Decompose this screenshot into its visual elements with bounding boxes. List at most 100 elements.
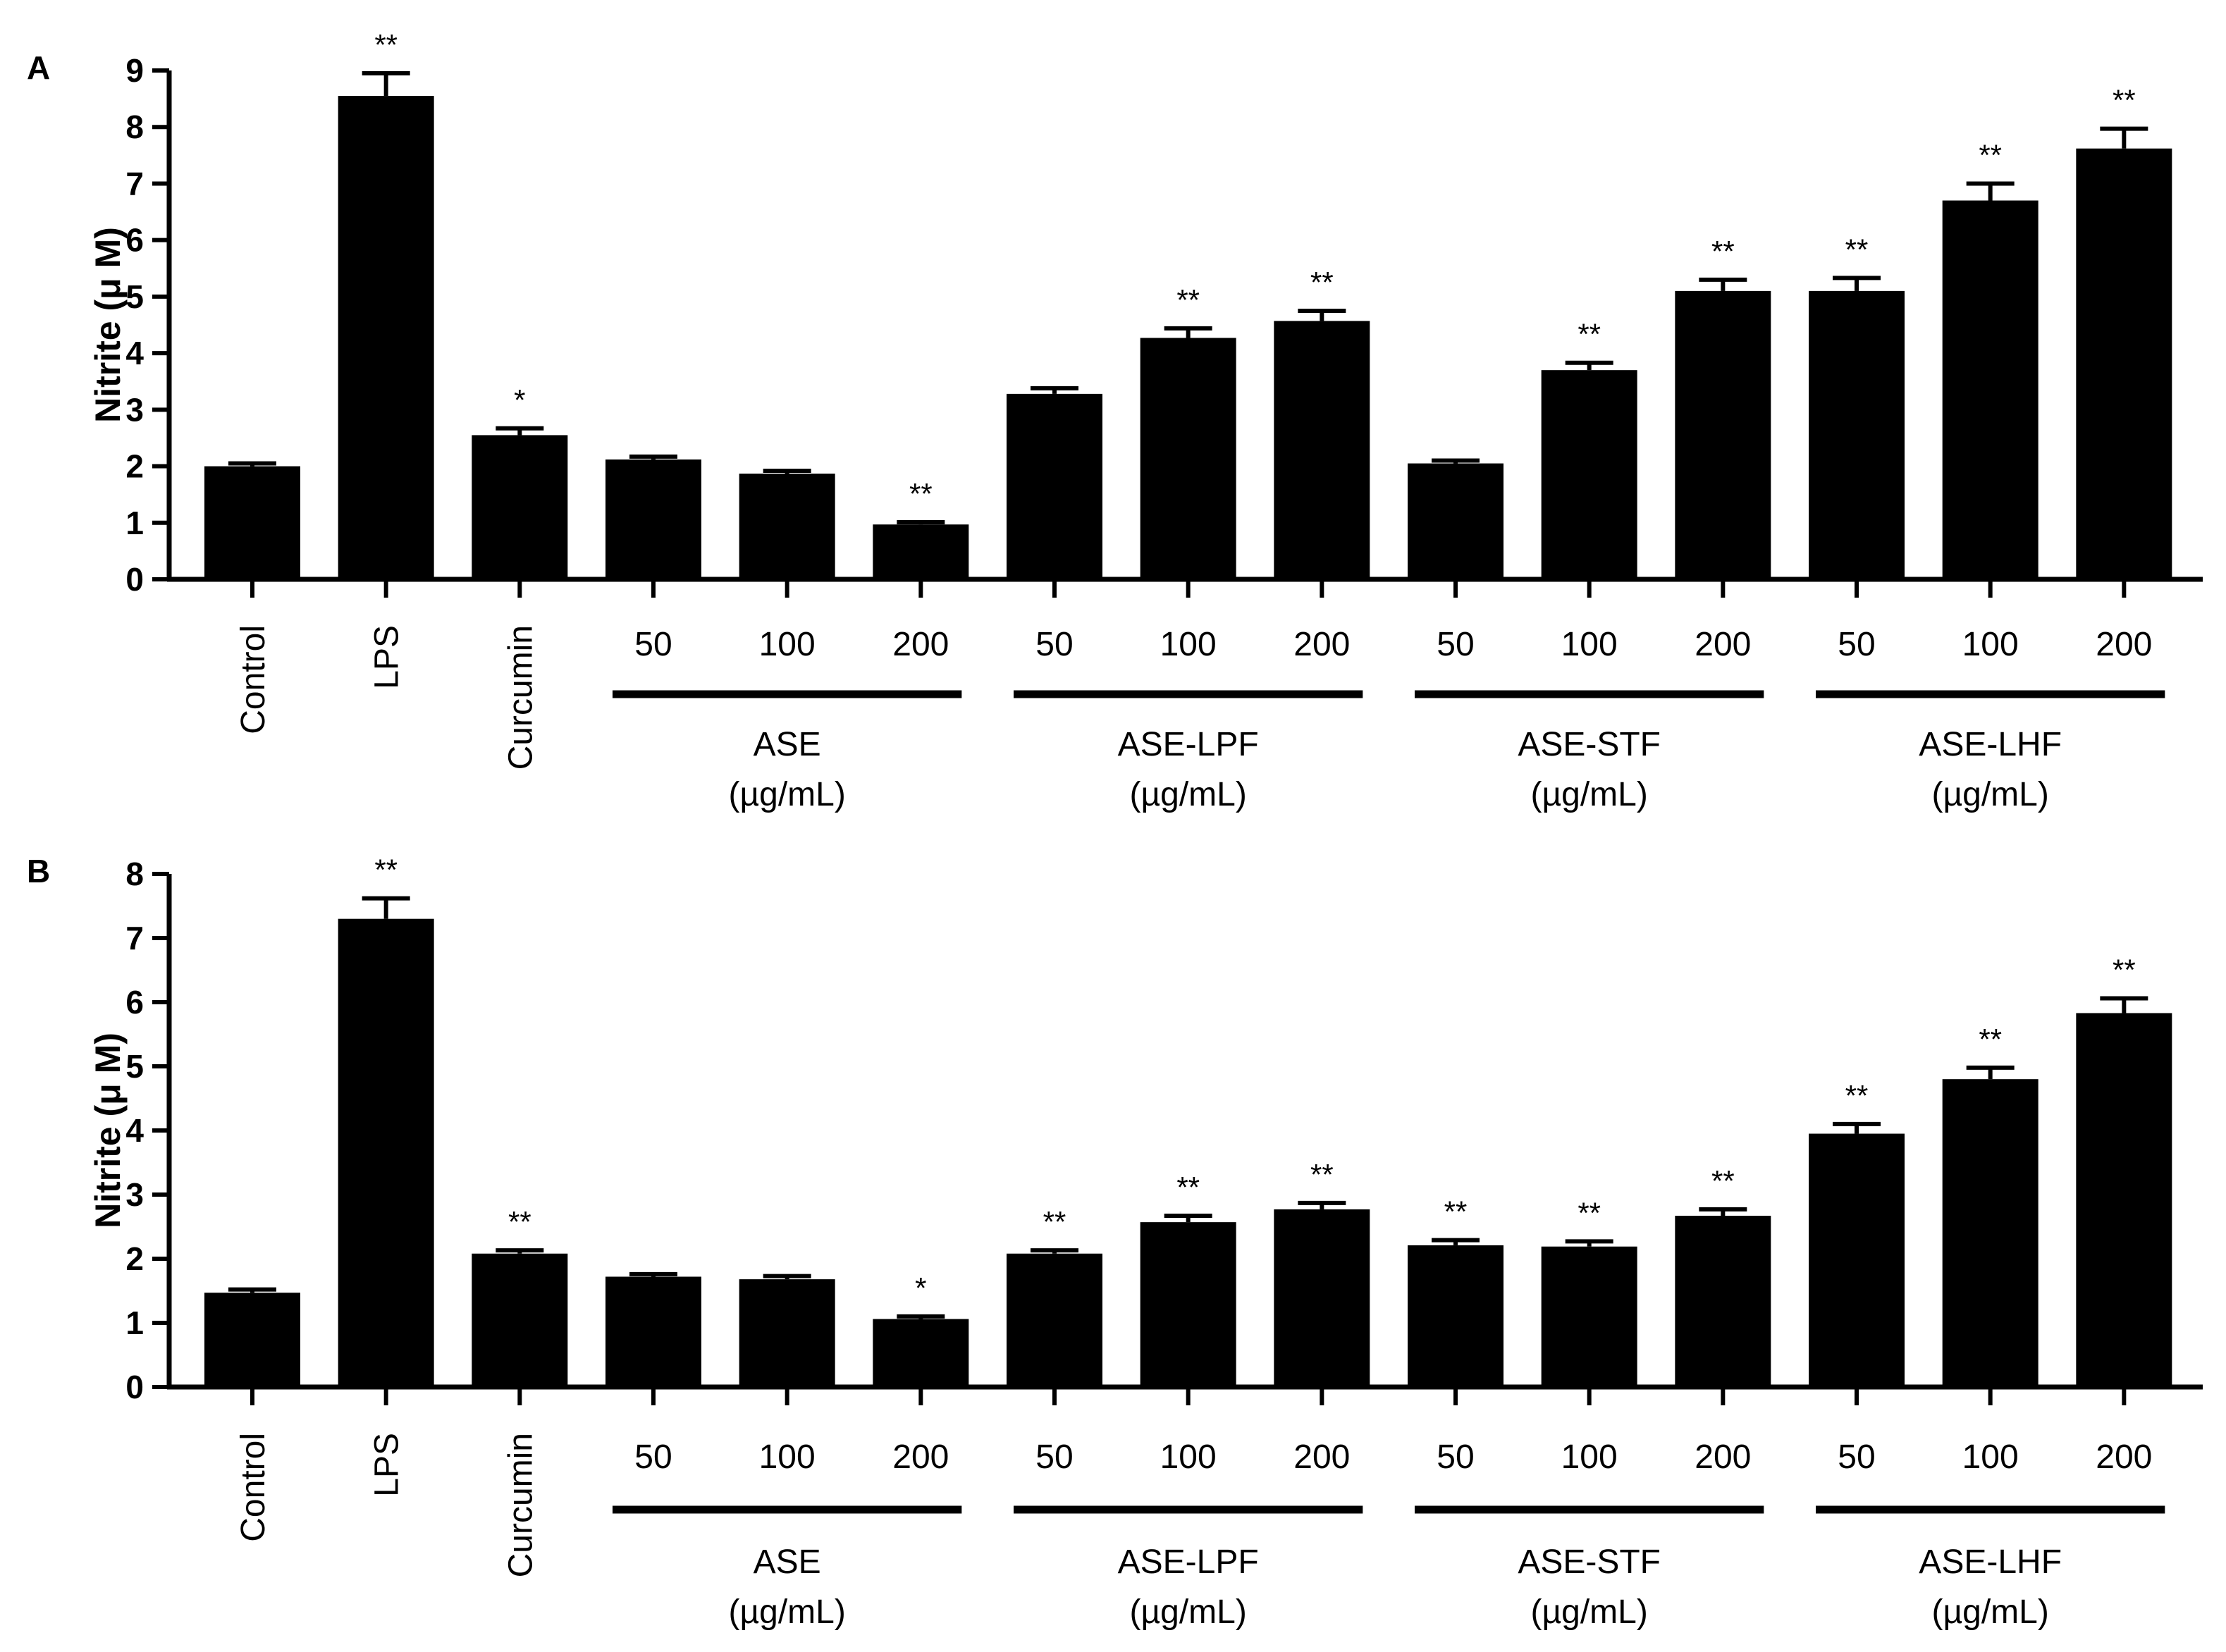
dose-label: 100	[1962, 1438, 2019, 1476]
significance-label: **	[909, 477, 933, 510]
category-label: Curcumin	[502, 625, 539, 770]
bar	[1541, 370, 1637, 579]
y-tick-label: 1	[125, 505, 144, 541]
bar	[338, 918, 434, 1387]
y-tick-label: 3	[125, 1176, 144, 1213]
bar	[1274, 321, 1370, 579]
bar	[1942, 200, 2039, 579]
significance-label: **	[1578, 318, 1601, 351]
dose-label: 100	[759, 1438, 816, 1476]
bar	[873, 1319, 969, 1387]
y-tick-label: 7	[125, 165, 144, 202]
category-label: LPS	[369, 625, 406, 689]
y-tick-label: 2	[125, 1240, 144, 1277]
dose-label: 50	[634, 1438, 672, 1476]
bar	[472, 1253, 568, 1387]
bar	[605, 459, 701, 579]
significance-label: **	[1310, 1158, 1334, 1191]
significance-label: *	[514, 383, 525, 417]
bar	[605, 1276, 701, 1387]
significance-label: **	[1711, 1164, 1735, 1197]
group-unit: (µg/mL)	[1931, 1594, 2048, 1631]
chart-panel-b: B 0 1 2 3 4 5 6 7 8 Nitrite (μ M) Control ** LPS ** Cur…	[27, 853, 2203, 1631]
bar	[1809, 1133, 1905, 1387]
chart-panel-a: A 0 1 2 3 4 5 6 7 8 9 Nitrite (μ M) Control ** LPS * Cur…	[27, 28, 2203, 813]
y-tick-label: 8	[125, 109, 144, 145]
significance-label: **	[1711, 235, 1735, 268]
group-unit: (µg/mL)	[1530, 776, 1647, 813]
bar	[873, 524, 969, 579]
significance-label: **	[2113, 84, 2136, 117]
significance-label: **	[374, 853, 398, 887]
significance-label: **	[1043, 1205, 1066, 1238]
significance-label: **	[1176, 283, 1200, 316]
dose-label: 50	[1838, 1438, 1875, 1476]
dose-label: 100	[1160, 626, 1217, 663]
dose-label: 200	[1695, 1438, 1751, 1476]
significance-label: **	[1176, 1171, 1200, 1204]
significance-label: **	[1979, 138, 2002, 171]
y-tick-label: 8	[125, 856, 144, 892]
dose-label: 200	[2096, 626, 2152, 663]
significance-label: **	[2113, 954, 2136, 987]
group-name: ASE-LPF	[1118, 726, 1259, 763]
significance-label: **	[1845, 233, 1869, 266]
group-name: ASE-LPF	[1118, 1543, 1259, 1581]
group-unit: (µg/mL)	[1530, 1594, 1647, 1631]
panel-label: B	[27, 853, 50, 889]
bar	[1274, 1209, 1370, 1387]
bar	[1140, 338, 1236, 579]
bar	[1007, 1253, 1102, 1387]
y-tick-label: 4	[125, 335, 144, 371]
bar	[1541, 1246, 1637, 1387]
significance-label: **	[374, 28, 398, 61]
bar	[1408, 1245, 1504, 1387]
dose-label: 200	[892, 1438, 949, 1476]
dose-label: 100	[1561, 1438, 1618, 1476]
group-name: ASE-STF	[1518, 1543, 1661, 1581]
dose-label: 50	[1437, 1438, 1474, 1476]
dose-label: 50	[1035, 1438, 1073, 1476]
dose-label: 100	[1160, 1438, 1217, 1476]
significance-label: *	[915, 1271, 926, 1305]
category-label: LPS	[369, 1433, 406, 1497]
group-name: ASE-LHF	[1919, 726, 2062, 763]
y-tick-label: 0	[125, 1369, 144, 1405]
dose-label: 200	[1293, 1438, 1350, 1476]
bar	[739, 1279, 835, 1387]
dose-label: 100	[759, 626, 816, 663]
bar	[338, 96, 434, 580]
group-name: ASE-STF	[1518, 726, 1661, 763]
y-tick-label: 2	[125, 448, 144, 485]
category-label: Control	[235, 625, 272, 734]
dose-label: 100	[1962, 626, 2019, 663]
dose-label: 200	[1695, 626, 1751, 663]
group-name: ASE	[754, 726, 821, 763]
group-name: ASE	[754, 1543, 821, 1581]
significance-label: **	[1578, 1196, 1601, 1229]
bar	[739, 473, 835, 579]
bar	[472, 435, 568, 579]
dose-label: 200	[892, 626, 949, 663]
significance-label: **	[1444, 1195, 1468, 1228]
bar	[1675, 1216, 1771, 1387]
panel-label: A	[27, 49, 50, 86]
bar	[2076, 148, 2172, 579]
y-tick-label: 6	[125, 222, 144, 259]
significance-label: **	[1310, 266, 1334, 299]
dose-label: 50	[1437, 626, 1474, 663]
dose-label: 50	[634, 626, 672, 663]
y-tick-label: 5	[125, 1048, 144, 1085]
bar	[1408, 463, 1504, 579]
bar	[1809, 290, 1905, 579]
bar	[1140, 1222, 1236, 1387]
y-tick-label: 9	[125, 52, 144, 89]
bar	[2076, 1013, 2172, 1387]
y-tick-label: 3	[125, 391, 144, 428]
bar	[204, 466, 300, 579]
dose-label: 50	[1035, 626, 1073, 663]
y-tick-label: 6	[125, 984, 144, 1021]
bar	[1942, 1079, 2039, 1387]
dose-label: 200	[1293, 626, 1350, 663]
y-axis-label: Nitrite (μ M)	[88, 227, 128, 423]
